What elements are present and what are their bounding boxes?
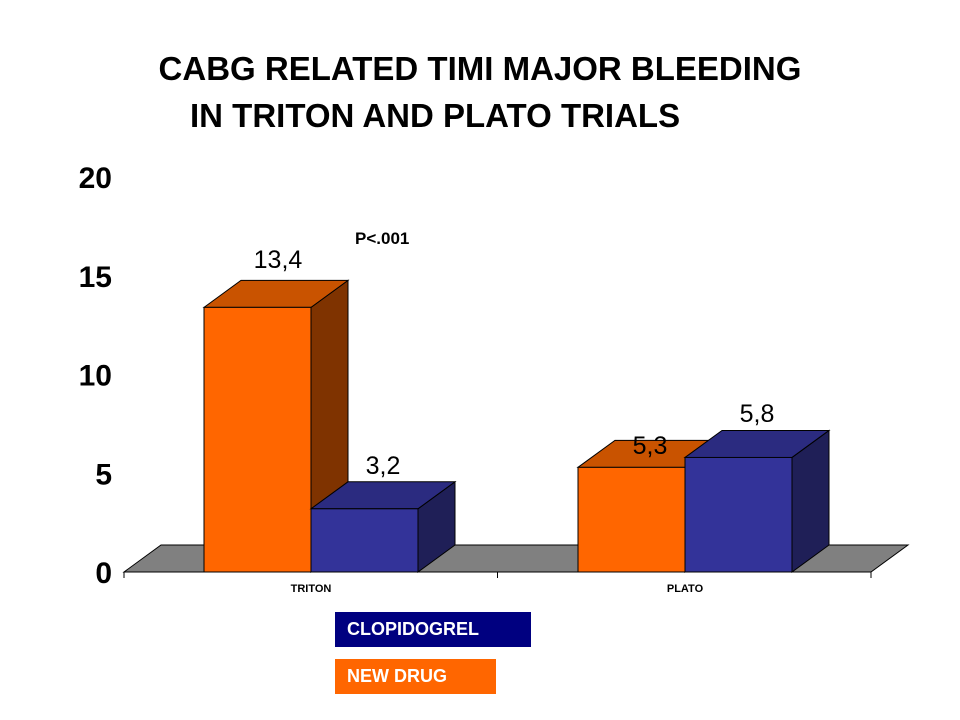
x-category-label: TRITON <box>291 583 332 595</box>
y-tick-label: 5 <box>95 458 112 491</box>
p-value-annotation: P<.001 <box>355 229 409 248</box>
chart-title-line-1: CABG RELATED TIMI MAJOR BLEEDING <box>158 50 802 87</box>
y-tick-label: 15 <box>79 261 112 294</box>
legend-new-drug: NEW DRUG <box>335 659 496 694</box>
chart-title-line-2: IN TRITON AND PLATO TRIALS <box>190 97 681 134</box>
y-tick-label: 0 <box>95 557 112 590</box>
bar-value-label: 3,2 <box>366 452 401 480</box>
bar-new-drug <box>577 466 686 573</box>
chart-bars <box>202 279 831 573</box>
bar-new-drug <box>203 306 312 573</box>
bar-value-label: 5,3 <box>633 432 668 460</box>
chart-axes: 0 5 10 15 20 TRITON PLATO <box>79 162 872 595</box>
bar-clopidogrel <box>684 456 793 573</box>
x-category-label: PLATO <box>667 583 704 595</box>
bar-value-label: 5,8 <box>740 400 775 428</box>
chart-data-labels: 13,4 3,2 5,3 5,8 P<.001 <box>254 229 775 480</box>
y-tick-label: 10 <box>79 360 112 393</box>
y-tick-label: 20 <box>79 162 112 195</box>
bar-value-label: 13,4 <box>254 246 303 274</box>
legend-clopidogrel: CLOPIDOGREL <box>335 612 531 647</box>
bar-clopidogrel <box>310 508 419 573</box>
